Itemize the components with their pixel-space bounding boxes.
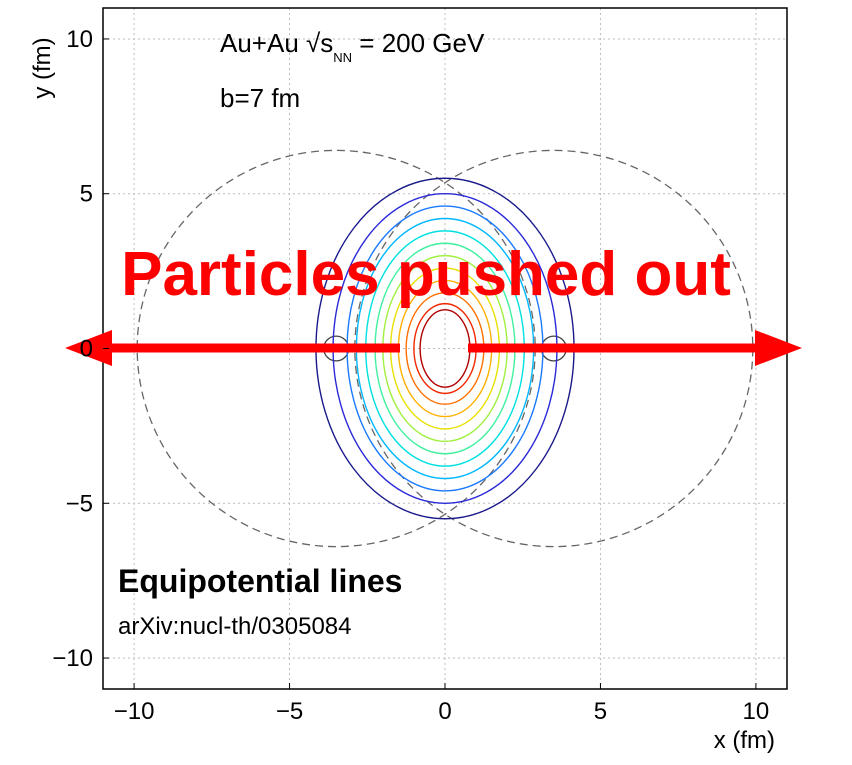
- system-label: Au+Au √sNN = 200 GeV: [220, 28, 485, 65]
- system-text: Au+Au √s: [220, 28, 333, 58]
- y-tick-label: 0: [80, 336, 93, 363]
- y-tick-label: 10: [66, 26, 93, 53]
- x-tick-label: −10: [114, 698, 155, 725]
- x-tick-label: 0: [438, 698, 451, 725]
- y-tick-label: 5: [80, 181, 93, 208]
- y-tick-label: −5: [66, 490, 93, 517]
- push-label: Particles pushed out: [121, 240, 731, 309]
- impact-label: b=7 fm: [220, 83, 300, 113]
- energy-text: = 200 GeV: [352, 28, 485, 58]
- x-tick-label: 10: [743, 698, 770, 725]
- arrow-head-right: [755, 330, 802, 366]
- system-sub: NN: [333, 50, 352, 65]
- reference: arXiv:nucl-th/0305084: [118, 613, 351, 640]
- y-axis-label: y (fm): [29, 37, 56, 98]
- caption: Equipotential lines: [118, 563, 402, 599]
- x-tick-label: −5: [276, 698, 303, 725]
- x-axis-label: x (fm): [714, 727, 775, 754]
- y-tick-label: −10: [52, 645, 93, 672]
- arrow-head-left: [65, 330, 112, 366]
- x-tick-label: 5: [594, 698, 607, 725]
